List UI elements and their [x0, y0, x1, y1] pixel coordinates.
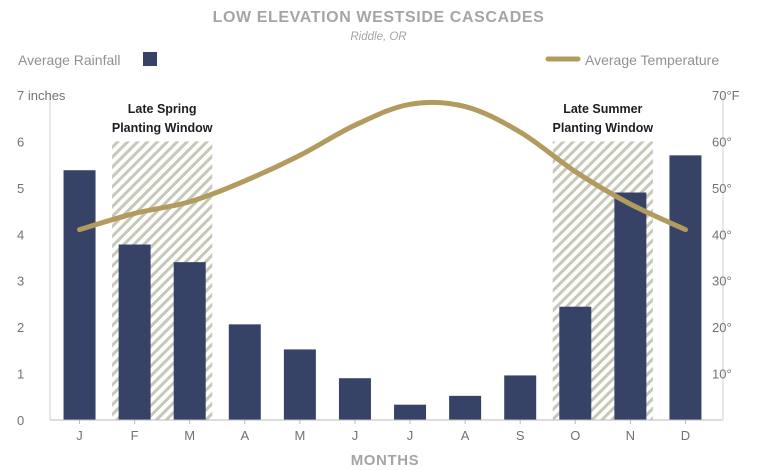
y-right-tick-50: 50°	[712, 181, 732, 196]
temperature-point-11	[629, 203, 631, 205]
rainfall-bar-2	[118, 244, 151, 420]
rainfall-bar-9	[504, 375, 537, 420]
x-axis-title: MONTHS	[351, 452, 420, 469]
y-right-tick-60: 60°	[712, 134, 732, 149]
y-right-tick-20: 20°	[712, 320, 732, 335]
x-tick-label-1: J	[76, 428, 83, 443]
x-tick-label-10: O	[570, 428, 580, 443]
y-left-tick-4: 4	[17, 227, 24, 242]
legend-temperature-label: Average Temperature	[585, 52, 719, 68]
y-left-tick-6: 6	[17, 134, 24, 149]
temperature-point-3	[189, 201, 191, 203]
y-left-tick-2: 2	[17, 320, 24, 335]
rainfall-bar-10	[559, 306, 592, 420]
x-tick-label-12: D	[681, 428, 690, 443]
chart-subtitle: Riddle, OR	[350, 31, 406, 43]
y-right-tick-10: 10°	[712, 367, 732, 382]
temperature-point-4	[244, 180, 246, 182]
temperature-point-6	[354, 124, 356, 126]
planting-window-label-1-line1: Late Spring	[128, 102, 197, 116]
temperature-point-5	[299, 154, 301, 156]
rainfall-bars	[63, 155, 702, 420]
temperature-point-10	[574, 171, 576, 173]
x-tick-label-6: J	[352, 428, 359, 443]
temperature-line	[77, 99, 688, 233]
y-right-tick-30: 30°	[712, 274, 732, 289]
y-left-tick-3: 3	[17, 274, 24, 289]
rainfall-bar-5	[283, 349, 316, 420]
x-tick-label-5: M	[294, 428, 305, 443]
rainfall-bar-6	[338, 378, 371, 420]
y-left-tick-1: 1	[17, 367, 24, 382]
rainfall-bar-4	[228, 324, 261, 420]
rainfall-bar-7	[394, 404, 427, 420]
y-left-tick-0: 0	[17, 413, 24, 428]
x-tick-label-11: N	[626, 428, 635, 443]
rainfall-bar-8	[449, 395, 482, 420]
legend-rainfall-swatch	[143, 52, 157, 66]
y-right-tick-40: 40°	[712, 227, 732, 242]
y-right-tick-70: 70°F	[712, 88, 740, 103]
x-tick-label-4: A	[240, 428, 249, 443]
temperature-point-8	[464, 106, 466, 108]
rainfall-bar-1	[63, 170, 96, 420]
x-tick-label-3: M	[184, 428, 195, 443]
temperature-point-2	[134, 212, 136, 214]
x-tick-label-7: J	[407, 428, 414, 443]
planting-window-label-2-line1: Late Summer	[563, 102, 642, 116]
x-tick-label-2: F	[131, 428, 139, 443]
legend-rainfall-label: Average Rainfall	[18, 52, 120, 68]
temperature-point-12	[684, 229, 686, 231]
rainfall-bar-3	[173, 262, 206, 420]
y-left-tick-7: 7 inches	[17, 88, 66, 103]
temperature-point-7	[409, 103, 411, 105]
axes: 0 1 2 3 4 5 6 7 inches 10° 20° 30° 40° 50° 60° 70°F J F M…	[17, 88, 740, 443]
temperature-point-9	[519, 131, 521, 133]
temperature-point-1	[79, 229, 81, 231]
x-tick-label-9: S	[516, 428, 525, 443]
planting-window-label-2-line2: Planting Window	[553, 121, 654, 135]
rainfall-bar-12	[669, 155, 702, 420]
chart-title: LOW ELEVATION WESTSIDE CASCADES	[213, 9, 545, 26]
temperature-line-path	[77, 99, 688, 233]
rainfall-bar-11	[614, 192, 647, 420]
y-left-tick-5: 5	[17, 181, 24, 196]
x-tick-label-8: A	[461, 428, 470, 443]
planting-window-label-1-line2: Planting Window	[112, 121, 213, 135]
